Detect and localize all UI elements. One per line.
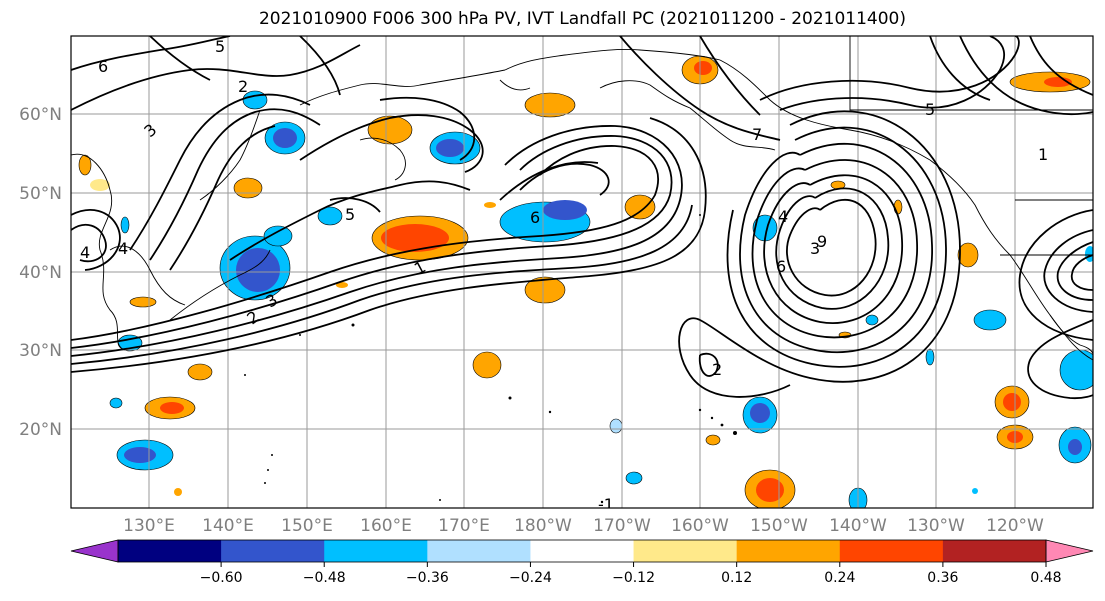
contour-label: 9 — [817, 232, 827, 251]
contour-label: 4 — [778, 207, 788, 226]
lat-label: 20°N — [19, 420, 62, 440]
contour-label: 2 — [712, 360, 722, 379]
colorbar-ticks: −0.60 −0.48 −0.36 −0.24 −0.12 0.12 0.24 0.36 0.4… — [200, 562, 1062, 586]
islands — [244, 214, 737, 504]
lon-label: 160°E — [360, 516, 412, 536]
colorbar-tick-label: 0.48 — [1030, 570, 1061, 586]
contour-label: 3 — [810, 239, 820, 258]
colorbar-segment — [324, 540, 428, 562]
contour-label: 2 — [238, 77, 248, 96]
colorbar-min-extend — [70, 539, 119, 563]
map-frame — [70, 35, 1094, 509]
colorbar-tick-label: −0.24 — [509, 570, 552, 586]
lat-label: 40°N — [19, 263, 62, 283]
contour-label: 6 — [530, 208, 540, 227]
colorbar-segment — [427, 540, 531, 562]
contour-label: 7 — [752, 125, 762, 144]
colorbar-tick-label: 0.12 — [721, 570, 752, 586]
lon-label: 180°W — [514, 516, 572, 536]
contour-label: -1 — [598, 495, 614, 514]
colorbar-tick-label: 0.24 — [824, 570, 855, 586]
colorbar-segment — [633, 540, 738, 562]
contour-label: 6 — [98, 57, 108, 76]
graticule — [71, 36, 1093, 508]
contour-label: 5 — [345, 205, 355, 224]
longitude-labels: 130°E 140°E 150°E 160°E 170°E 180°W 170°… — [123, 516, 1044, 536]
colorbar-segment — [530, 540, 635, 562]
lat-label: 50°N — [19, 184, 62, 204]
lat-label: 60°N — [19, 105, 62, 125]
contour-label: 4 — [80, 243, 90, 262]
lon-label: 140°E — [202, 516, 254, 536]
pv-contours — [71, 36, 1093, 400]
colorbar-tick-label: −0.60 — [200, 570, 243, 586]
contour-label: 5 — [215, 37, 225, 56]
colorbar-tick-label: −0.48 — [303, 570, 346, 586]
contour-label: 4 — [118, 239, 128, 258]
colorbar-tick-label: −0.36 — [406, 570, 449, 586]
lon-label: 170°E — [438, 516, 490, 536]
colorbar-segment — [942, 540, 1047, 562]
contour-labels: 1 1 2 2 3 3 4 4 5 5 6 6 7 -1 2 3 4 5 6 9 — [80, 37, 1048, 514]
lon-label: 130°W — [907, 516, 965, 536]
colorbar-segment — [221, 540, 325, 562]
colorbar-max-extend — [1045, 539, 1094, 563]
map-title: 2021010900 F006 300 hPa PV, IVT Landfall… — [258, 9, 906, 29]
colorbar-segments — [118, 540, 1047, 562]
lon-label: 150°W — [750, 516, 808, 536]
contour-label: 1 — [1038, 145, 1048, 164]
colorbar-segment — [118, 540, 222, 562]
colorbar-tick-label: −0.12 — [612, 570, 655, 586]
lon-label: 170°W — [593, 516, 651, 536]
colorbar-segment — [839, 540, 944, 562]
latitude-labels: 60°N 50°N 40°N 30°N 20°N — [19, 105, 62, 440]
lon-label: 130°E — [123, 516, 175, 536]
colorbar-tick-label: 0.36 — [927, 570, 958, 586]
contour-label: 6 — [776, 257, 786, 276]
lon-label: 120°W — [986, 516, 1044, 536]
colorbar-segment — [736, 540, 841, 562]
colorbar: −0.60 −0.48 −0.36 −0.24 −0.12 0.12 0.24 0.36 0.4… — [70, 539, 1094, 586]
contour-label: 5 — [925, 100, 935, 119]
colorbar-outline — [117, 539, 1047, 563]
lat-label: 30°N — [19, 341, 62, 361]
lon-label: 160°W — [671, 516, 729, 536]
lon-label: 140°W — [829, 516, 887, 536]
lon-label: 150°E — [281, 516, 333, 536]
coastlines — [71, 36, 1093, 361]
